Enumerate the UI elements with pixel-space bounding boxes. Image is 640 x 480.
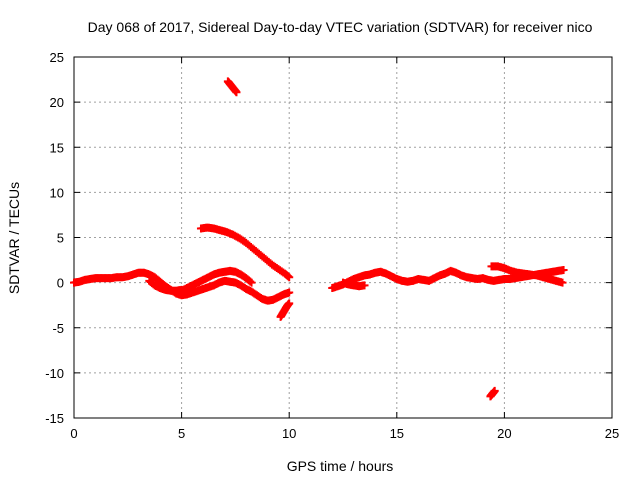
- y-tick-label: -15: [45, 411, 64, 426]
- x-tick-label: 20: [497, 426, 511, 441]
- data-point: [285, 273, 294, 282]
- x-tick-label: 0: [70, 426, 77, 441]
- data-point: [285, 288, 294, 297]
- y-tick-label: 0: [57, 276, 64, 291]
- axis-ticks: 0 5 10 15 20 25 -15 -10 -5 0 5 10 15 20 25: [45, 50, 619, 441]
- data-point: [285, 299, 294, 308]
- data-point: [559, 265, 568, 274]
- data-point: [558, 278, 567, 287]
- x-axis-label: GPS time / hours: [287, 458, 394, 474]
- y-tick-label: 20: [50, 95, 64, 110]
- x-tick-label: 5: [178, 426, 185, 441]
- y-tick-label: -5: [52, 321, 64, 336]
- x-tick-label: 25: [605, 426, 619, 441]
- data-point: [360, 281, 369, 290]
- y-tick-label: 25: [50, 50, 64, 65]
- data-point: [232, 88, 241, 97]
- grid: [74, 57, 612, 418]
- y-tick-label: -10: [45, 366, 64, 381]
- y-tick-label: 5: [57, 231, 64, 246]
- y-tick-label: 10: [50, 185, 64, 200]
- x-tick-label: 10: [282, 426, 296, 441]
- x-tick-label: 15: [390, 426, 404, 441]
- y-axis-label: SDTVAR / TECUs: [6, 182, 22, 294]
- data-point: [246, 277, 255, 286]
- data-point: [490, 386, 499, 395]
- y-tick-label: 15: [50, 140, 64, 155]
- data-point: [247, 278, 256, 287]
- data-points: [70, 77, 568, 401]
- chart-title: Day 068 of 2017, Sidereal Day-to-day VTE…: [88, 19, 593, 35]
